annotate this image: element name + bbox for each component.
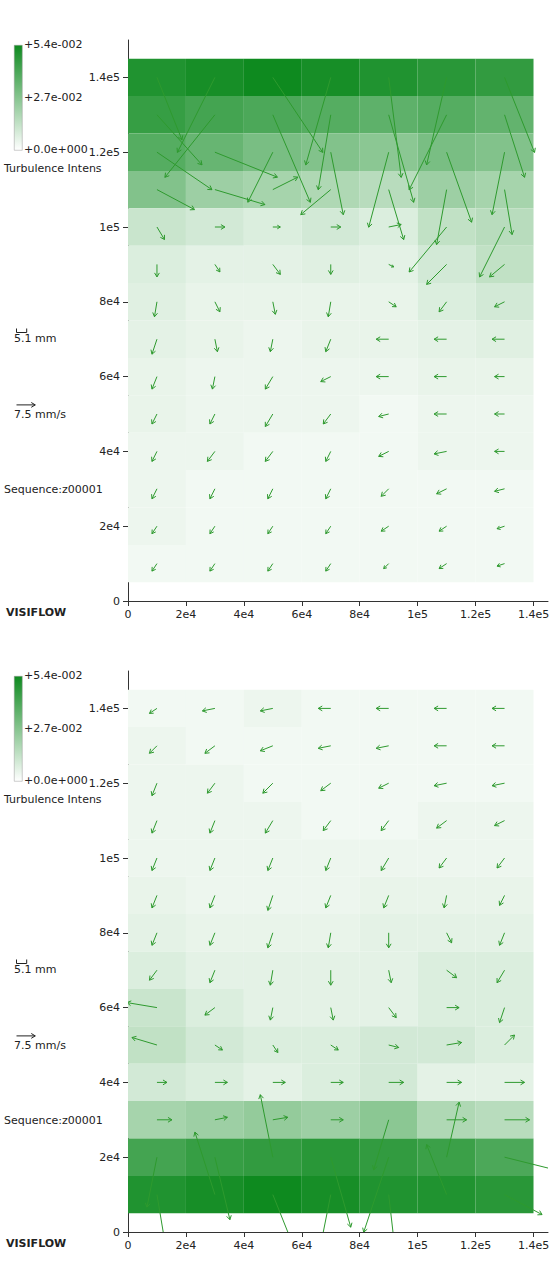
svg-text:1e5: 1e5 — [99, 852, 120, 865]
svg-text:VISIFLOW: VISIFLOW — [6, 1237, 66, 1250]
svg-text:1.2e5: 1.2e5 — [460, 608, 491, 621]
svg-text:2e4: 2e4 — [176, 1239, 197, 1252]
svg-text:5.1 mm: 5.1 mm — [14, 332, 56, 345]
svg-text:2e4: 2e4 — [99, 1151, 120, 1164]
svg-text:8e4: 8e4 — [99, 295, 120, 308]
svg-text:Turbulence Intens: Turbulence Intens — [3, 162, 102, 175]
svg-text:4e4: 4e4 — [99, 445, 120, 458]
svg-text:1e5: 1e5 — [407, 608, 428, 621]
svg-text:0: 0 — [113, 1226, 120, 1239]
svg-text:1.2e5: 1.2e5 — [89, 146, 120, 159]
svg-text:0: 0 — [125, 608, 132, 621]
svg-text:+2.7e-002: +2.7e-002 — [24, 722, 82, 735]
svg-text:8e4: 8e4 — [99, 926, 120, 939]
svg-text:1.4e5: 1.4e5 — [89, 71, 120, 84]
svg-text:1.2e5: 1.2e5 — [460, 1239, 491, 1252]
svg-text:+5.4e-002: +5.4e-002 — [24, 669, 82, 682]
svg-text:VISIFLOW: VISIFLOW — [6, 606, 66, 619]
svg-text:Turbulence Intens: Turbulence Intens — [3, 793, 102, 806]
svg-text:6e4: 6e4 — [99, 1001, 120, 1014]
svg-text:1e5: 1e5 — [407, 1239, 428, 1252]
svg-text:1.4e5: 1.4e5 — [518, 1239, 549, 1252]
svg-text:7.5 mm/s: 7.5 mm/s — [14, 408, 66, 421]
svg-text:2e4: 2e4 — [99, 520, 120, 533]
svg-text:4e4: 4e4 — [99, 1076, 120, 1089]
svg-text:1.2e5: 1.2e5 — [89, 777, 120, 790]
svg-text:6e4: 6e4 — [291, 608, 312, 621]
svg-text:6e4: 6e4 — [291, 1239, 312, 1252]
svg-text:0: 0 — [113, 595, 120, 608]
svg-text:7.5 mm/s: 7.5 mm/s — [14, 1039, 66, 1052]
svg-text:6e4: 6e4 — [99, 370, 120, 383]
svg-text:Sequence:z00001: Sequence:z00001 — [4, 483, 103, 496]
svg-text:+2.7e-002: +2.7e-002 — [24, 91, 82, 104]
svg-text:1e5: 1e5 — [99, 221, 120, 234]
svg-text:4e4: 4e4 — [233, 608, 254, 621]
svg-text:8e4: 8e4 — [349, 608, 370, 621]
svg-text:4e4: 4e4 — [233, 1239, 254, 1252]
svg-text:1.4e5: 1.4e5 — [518, 608, 549, 621]
svg-text:+0.0e+000: +0.0e+000 — [24, 774, 88, 787]
svg-text:Sequence:z00001: Sequence:z00001 — [4, 1114, 103, 1127]
svg-text:8e4: 8e4 — [349, 1239, 370, 1252]
svg-text:5.1 mm: 5.1 mm — [14, 963, 56, 976]
svg-text:+0.0e+000: +0.0e+000 — [24, 143, 88, 156]
svg-text:2e4: 2e4 — [176, 608, 197, 621]
svg-text:1.4e5: 1.4e5 — [89, 702, 120, 715]
svg-text:+5.4e-002: +5.4e-002 — [24, 38, 82, 51]
svg-text:0: 0 — [125, 1239, 132, 1252]
